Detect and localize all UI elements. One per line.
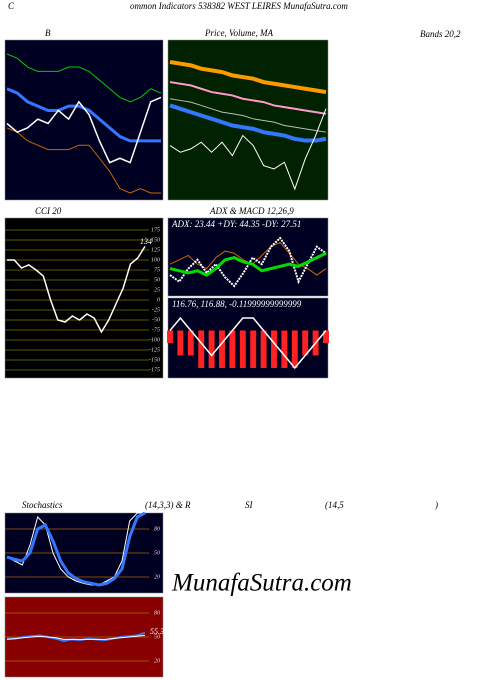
series-line [6, 634, 146, 640]
y-tick-label: 150 [151, 237, 160, 243]
panel [4, 217, 164, 379]
watermark: MunafaSutra.com [171, 570, 352, 597]
macd-bar [271, 330, 277, 368]
y-tick-label: 75 [154, 267, 160, 273]
macd-bar [229, 330, 236, 368]
series-line [169, 316, 327, 370]
panel-title: CCI 20 [35, 206, 62, 216]
header-lead: C [8, 1, 15, 11]
macd-bar [281, 330, 288, 368]
series-line [169, 81, 327, 115]
y-tick-label: -150 [149, 357, 160, 363]
macd-bar [239, 330, 246, 368]
y-tick-label: -125 [149, 347, 160, 353]
panel-title: B [45, 28, 51, 38]
y-tick-label: 80 [154, 610, 160, 616]
y-tick-label: 80 [154, 526, 160, 532]
macd-bar [198, 330, 205, 368]
series-line [169, 60, 327, 95]
macd-bar [323, 330, 329, 343]
stoch-label: Stochastics [22, 500, 63, 510]
macd-bar [302, 330, 309, 356]
macd-bar [291, 330, 298, 368]
header-title: ommon Indicators 538382 WEST LEIRES Muna… [130, 1, 348, 11]
rsi-params: (14,5 [325, 500, 344, 510]
series-line [6, 127, 161, 194]
bands-label: Bands 20,2 [420, 29, 461, 39]
macd-bar [250, 330, 257, 368]
panel [167, 217, 329, 297]
series-line [6, 53, 162, 103]
macd-bar [208, 330, 215, 368]
rsi-close: ) [434, 500, 438, 510]
y-tick-label: 50 [154, 634, 160, 640]
series-line [169, 103, 327, 143]
y-tick-label: -175 [149, 367, 160, 373]
y-tick-label: -50 [152, 317, 160, 323]
panel-text: ADX: 23.44 +DY: 44.35 -DY: 27.51 [171, 219, 301, 229]
macd-bar [167, 330, 173, 343]
y-tick-label: 25 [154, 287, 160, 293]
series-line [169, 236, 327, 288]
y-tick-label: 100 [151, 257, 160, 263]
series-line [169, 98, 327, 133]
y-tick-label: 50 [154, 550, 160, 556]
macd-bar [260, 330, 267, 368]
y-tick-label: 0 [157, 297, 160, 303]
y-tick-label: 50 [154, 277, 160, 283]
macd-bar [219, 330, 225, 368]
panel-title: ADX & MACD 12,26,9 [209, 206, 294, 216]
panel [4, 39, 164, 201]
panel [167, 297, 329, 379]
macd-bar [177, 330, 184, 356]
macd-bar [187, 330, 194, 356]
series-line [169, 251, 327, 277]
last-value-label: 134 [140, 237, 152, 246]
y-tick-label: -100 [149, 337, 160, 343]
stoch-params: (14,3,3) & R [145, 500, 191, 510]
y-tick-label: 20 [154, 574, 160, 580]
series-line [7, 246, 146, 334]
y-tick-label: 125 [151, 247, 160, 253]
y-tick-label: -25 [152, 307, 160, 313]
panel-text: 116.76, 116.88, -0.11999999999999 [172, 299, 302, 309]
series-line [6, 512, 145, 586]
series-line [6, 511, 146, 587]
series-line [6, 96, 162, 164]
y-tick-label: 175 [151, 227, 160, 233]
last-value-label: 55.39 [150, 627, 168, 636]
panel-title: Price, Volume, MA [204, 28, 273, 38]
series-line [169, 108, 327, 191]
y-tick-label: 20 [154, 658, 160, 664]
rsi-label: SI [245, 500, 254, 510]
y-tick-label: -75 [152, 327, 160, 333]
